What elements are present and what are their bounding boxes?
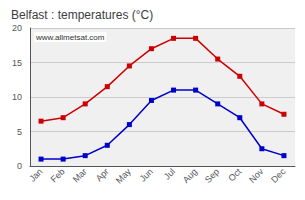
- svg-text:Apr: Apr: [94, 166, 111, 183]
- svg-text:Belfast : temperatures (°C): Belfast : temperatures (°C): [11, 8, 153, 22]
- svg-text:Mar: Mar: [71, 166, 89, 184]
- svg-text:Oct: Oct: [226, 166, 243, 183]
- svg-text:0: 0: [17, 161, 22, 171]
- svg-text:5: 5: [17, 127, 22, 137]
- svg-text:20: 20: [12, 23, 22, 33]
- svg-text:15: 15: [12, 58, 22, 68]
- svg-text:Dec: Dec: [269, 166, 288, 185]
- svg-text:Nov: Nov: [247, 166, 266, 185]
- svg-text:May: May: [114, 166, 133, 185]
- svg-text:Aug: Aug: [181, 166, 199, 184]
- svg-text:Feb: Feb: [49, 166, 67, 184]
- svg-text:Jun: Jun: [138, 166, 155, 183]
- svg-text:Jan: Jan: [27, 166, 44, 183]
- svg-text:Jul: Jul: [162, 166, 177, 181]
- svg-text:www.allmetsat.com: www.allmetsat.com: [35, 33, 105, 42]
- svg-text:10: 10: [12, 92, 22, 102]
- svg-text:Sep: Sep: [203, 166, 221, 184]
